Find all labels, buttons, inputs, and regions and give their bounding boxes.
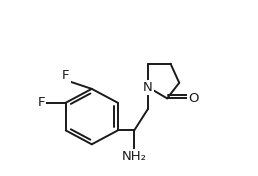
Text: F: F (62, 69, 69, 82)
Text: F: F (38, 96, 45, 109)
Text: NH₂: NH₂ (122, 150, 147, 163)
Text: N: N (143, 81, 153, 94)
Text: O: O (188, 92, 199, 105)
